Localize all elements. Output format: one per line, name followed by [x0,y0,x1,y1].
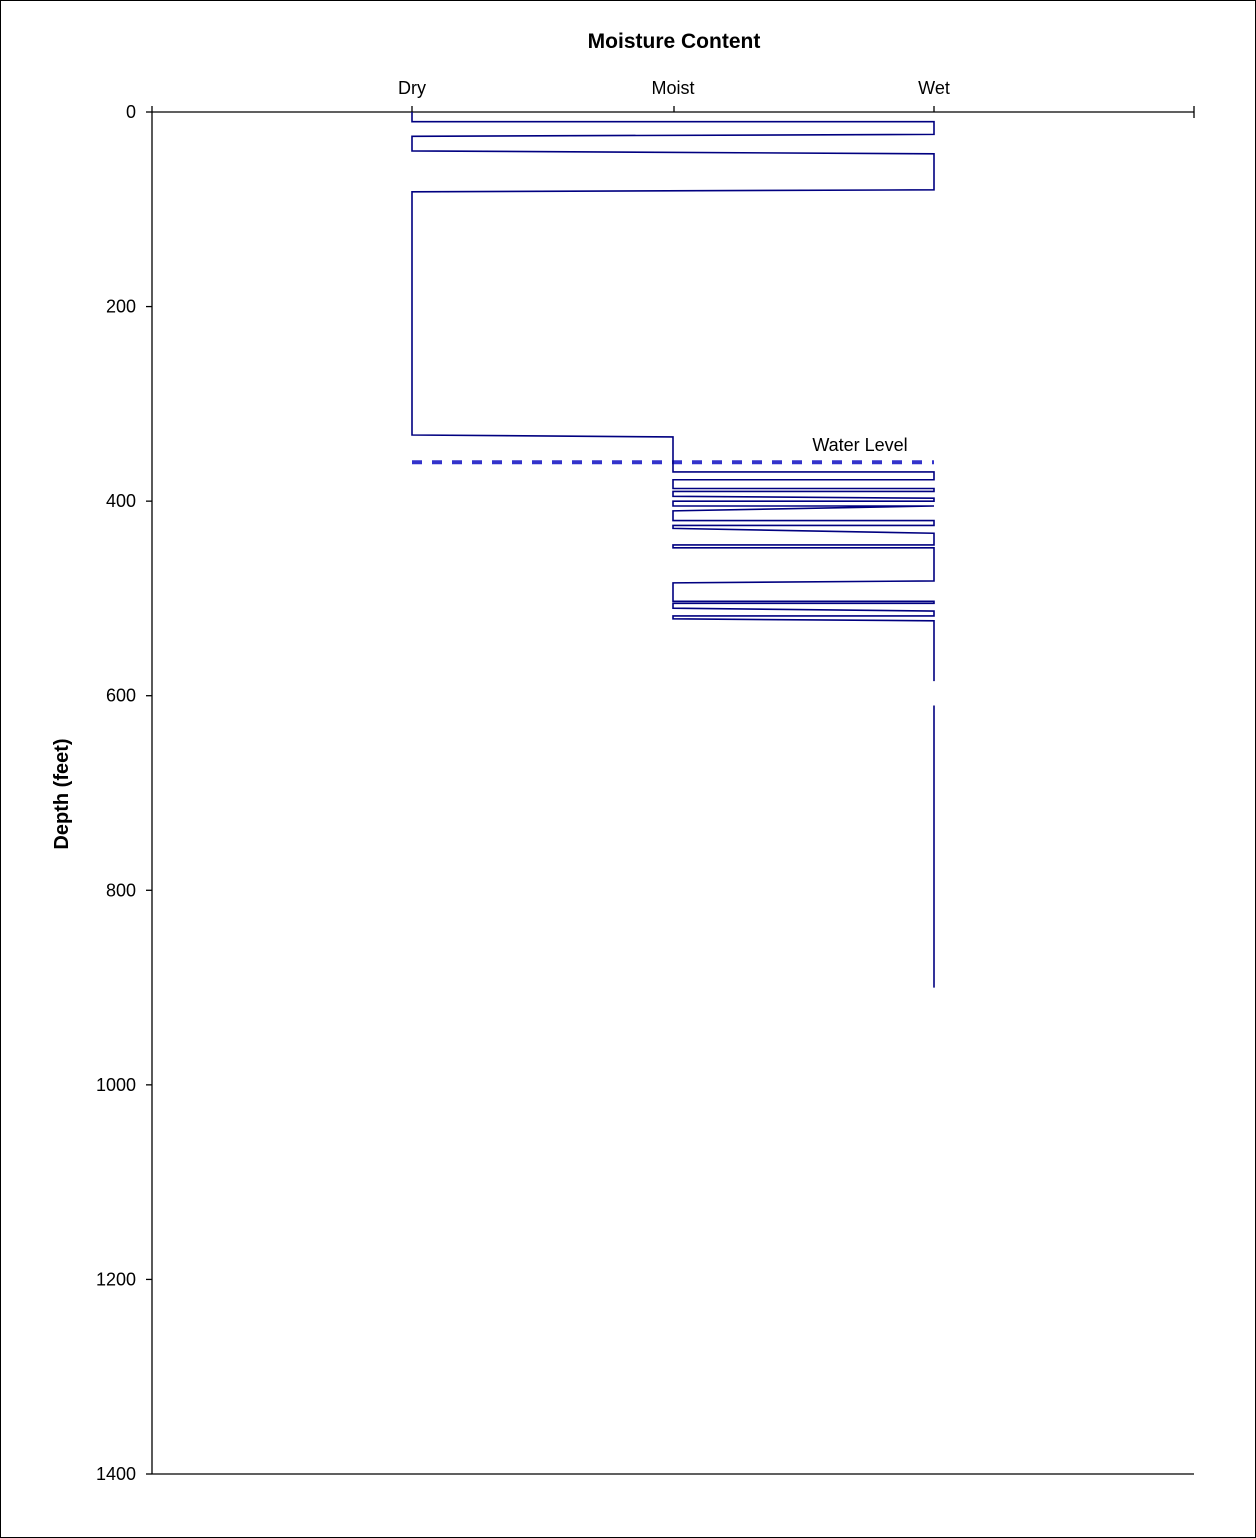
chart-title: Moisture Content [588,30,761,53]
y-tick-label: 800 [106,880,136,900]
y-axis-ticks: 0 200 400 600 800 1000 1200 1400 [96,102,152,1484]
x-tick-label: Wet [918,78,950,98]
y-tick-label: 400 [106,491,136,511]
moisture-profile [411,112,935,988]
y-tick-label: 0 [126,102,136,122]
water-level-label: Water Level [812,435,907,455]
y-tick-label: 1000 [96,1075,136,1095]
y-axis-label: Depth (feet) [51,738,73,849]
y-tick-label: 1400 [96,1464,136,1484]
y-tick-label: 1200 [96,1269,136,1289]
y-tick-label: 600 [106,686,136,706]
y-tick-label: 200 [106,297,136,317]
x-tick-label: Moist [651,78,694,98]
x-axis-ticks: Dry Moist Wet [151,78,1195,112]
moisture-profile-line [411,112,935,682]
x-tick-label: Dry [398,78,426,98]
plot-area [151,111,1195,1475]
